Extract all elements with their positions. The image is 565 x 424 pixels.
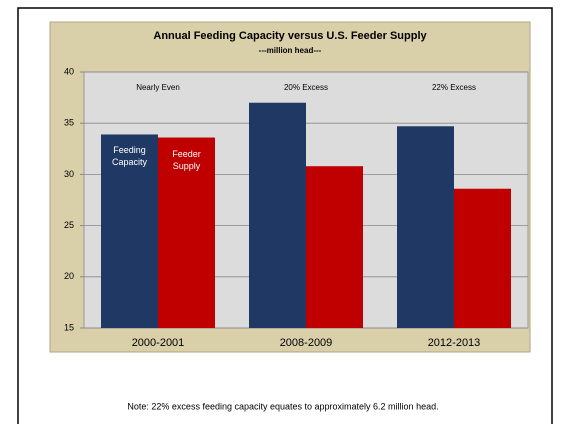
y-tick-label: 35 — [64, 118, 74, 128]
annotation: 22% Excess — [432, 83, 476, 92]
chart-subtitle: ---million head--- — [259, 46, 322, 55]
bar — [306, 166, 363, 328]
bar — [158, 137, 215, 328]
y-tick-label: 25 — [64, 220, 74, 230]
bar — [397, 126, 454, 328]
x-tick-label: 2000-2001 — [132, 337, 185, 349]
x-tick-label: 2008-2009 — [280, 337, 333, 349]
y-tick-label: 40 — [64, 66, 74, 76]
legend-label: Feeding Capacity — [111, 145, 147, 168]
legend-label: Feeder Supply — [172, 148, 201, 171]
x-tick-label: 2012-2013 — [428, 337, 481, 349]
annotation: 20% Excess — [284, 83, 328, 92]
annotation: Nearly Even — [136, 83, 180, 92]
y-tick-label: 20 — [64, 271, 74, 281]
y-tick-label: 15 — [64, 322, 74, 332]
slide-frame — [17, 7, 553, 424]
chart-title: Annual Feeding Capacity versus U.S. Feed… — [153, 30, 427, 42]
y-tick-label: 30 — [64, 169, 74, 179]
bar — [101, 134, 158, 328]
bar — [454, 188, 511, 328]
bar — [249, 102, 306, 328]
note: Note: 22% excess feeding capacity equate… — [127, 401, 438, 411]
